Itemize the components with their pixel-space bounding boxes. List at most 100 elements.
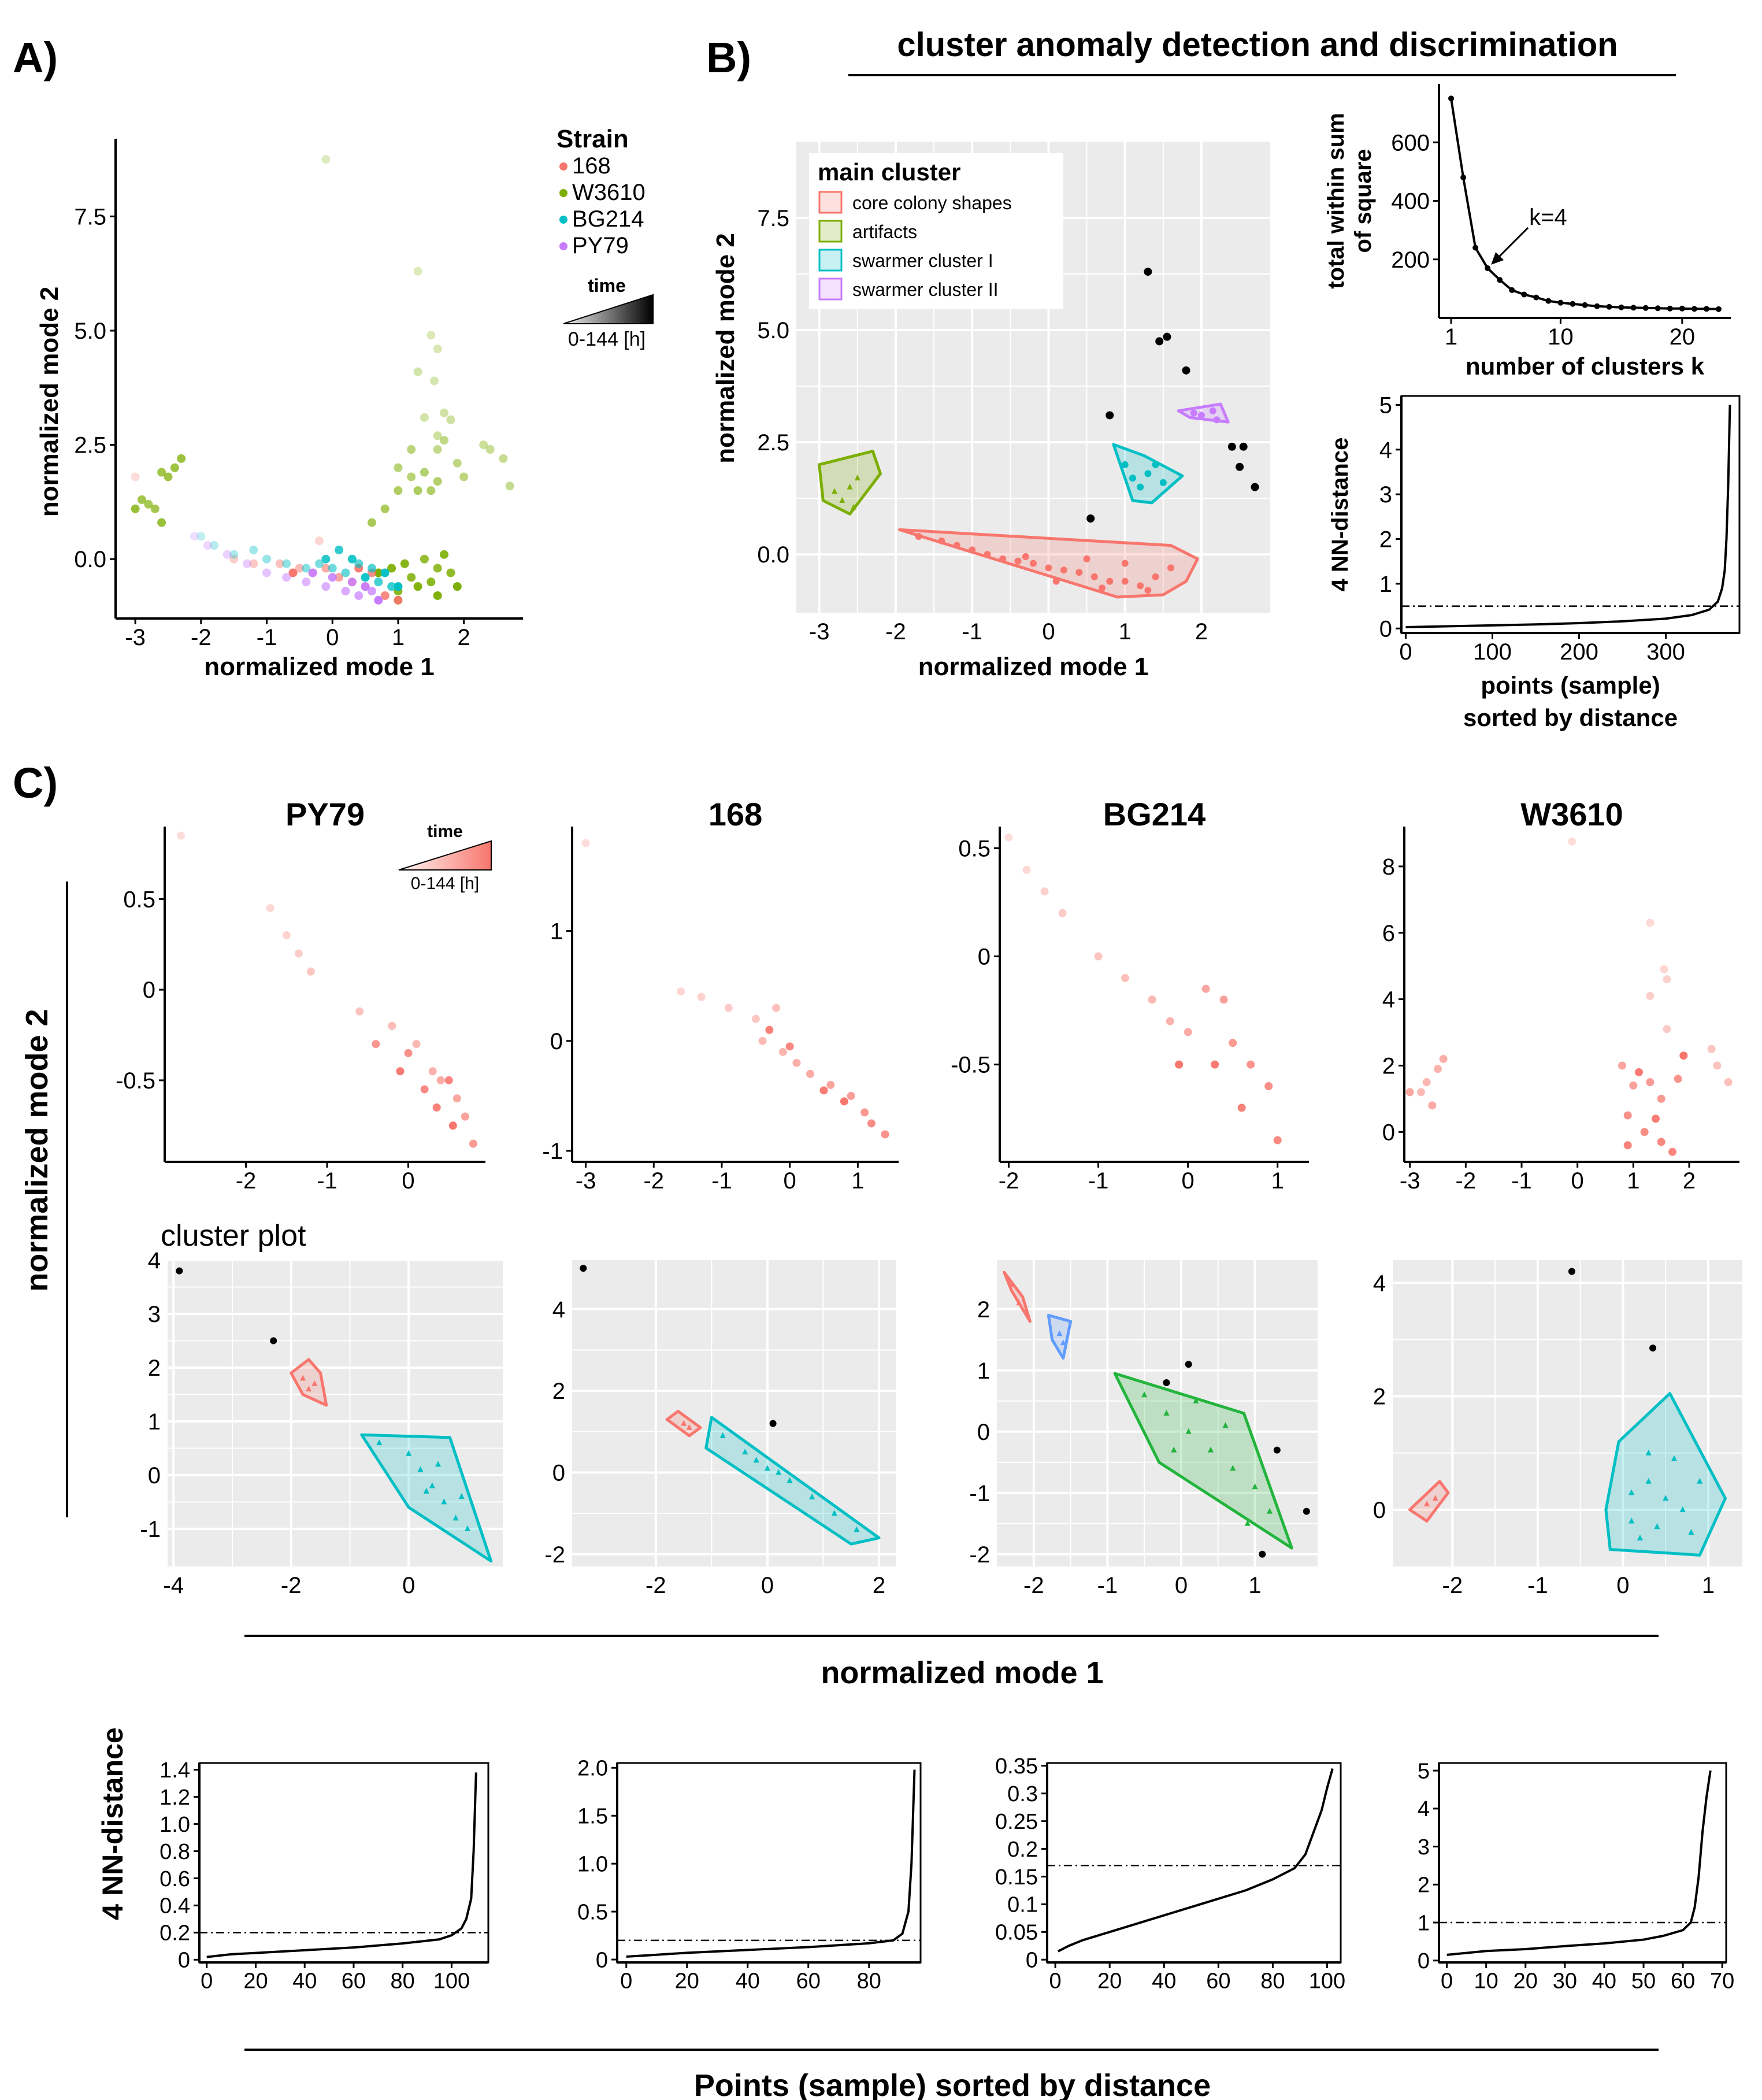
kdist-line — [1405, 405, 1731, 628]
y-tick-label: 0 — [978, 945, 991, 970]
cluster-hull — [360, 1433, 493, 1563]
y-axis-label-line2: of square — [1351, 149, 1376, 253]
cluster-point — [847, 483, 853, 490]
cluster-point — [1197, 412, 1205, 419]
strain-title: 168 — [708, 796, 762, 832]
x-tick-label: 0 — [201, 1969, 213, 1993]
x-tick-label: 1 — [392, 625, 405, 650]
strain-point — [826, 1080, 835, 1089]
point-W3610 — [144, 499, 153, 509]
cluster-point — [1645, 1477, 1652, 1484]
x-tick-label: 1 — [851, 1168, 864, 1194]
point-W3610 — [485, 445, 495, 454]
strain-point — [372, 1040, 380, 1049]
cluster-point — [1244, 1520, 1251, 1526]
strain-point — [1247, 1060, 1255, 1069]
point-BG214 — [321, 554, 331, 564]
strain-point — [819, 1086, 828, 1095]
legend-swatch-168 — [559, 162, 567, 171]
cluster-point — [1052, 577, 1060, 585]
cluster-plot-C-PY79-cluster: -4 -2 0 4 3 2 1 0 -1 — [140, 1248, 503, 1598]
y-tick-label: -0.5 — [116, 1068, 155, 1094]
y-tick-label: 0.1 — [1007, 1893, 1038, 1917]
point-W3610 — [499, 454, 508, 463]
x-tick-label: 60 — [342, 1969, 366, 1993]
x-tick-label: 1 — [1627, 1168, 1639, 1194]
c-time-legend-range: 0-144 [h] — [411, 874, 479, 893]
legend-label: swarmer cluster II — [852, 279, 998, 300]
point-W3610 — [137, 495, 146, 504]
noise-point — [1086, 514, 1095, 523]
x-tick-label: 1 — [1119, 619, 1132, 645]
point-W3610 — [321, 155, 331, 164]
point-BG214 — [335, 545, 344, 554]
cluster-point — [417, 1466, 424, 1472]
cluster-point — [1697, 1477, 1703, 1484]
y-tick-label: 0 — [552, 1460, 565, 1486]
cluster-point — [1209, 407, 1216, 414]
strain-point — [469, 1139, 477, 1148]
point-PY79 — [347, 577, 357, 587]
legend-label: artifacts — [852, 221, 917, 242]
y-tick-label: 2 — [552, 1379, 565, 1404]
cluster-point — [1193, 1397, 1199, 1403]
strain-point — [452, 1094, 461, 1103]
y-tick-label: 1.5 — [577, 1805, 608, 1829]
elbow-point — [1594, 303, 1600, 309]
noise-point — [1259, 1550, 1266, 1558]
strain-point — [294, 949, 303, 958]
strain-point — [1175, 1060, 1184, 1069]
x-tick-label: 0 — [1399, 639, 1412, 665]
strain-point — [1166, 1017, 1174, 1025]
x-axis-label-line2: sorted by distance — [1463, 704, 1678, 731]
x-axis-label-line1: points (sample) — [1481, 672, 1660, 699]
y-tick-label: 1 — [550, 919, 563, 945]
y-tick-label: -1 — [542, 1139, 563, 1164]
plot-frame — [1438, 1762, 1727, 1964]
x-tick-label: -2 — [236, 1168, 257, 1194]
point-W3610 — [367, 518, 376, 527]
strain-point — [1663, 1025, 1671, 1034]
x-tick-label: -2 — [281, 1573, 302, 1598]
legend-swatch — [818, 191, 843, 214]
y-tick-label: 0 — [1382, 1120, 1395, 1145]
cluster-point — [300, 1375, 306, 1381]
strain-point — [581, 839, 590, 847]
cluster-point — [1171, 1446, 1177, 1453]
cluster-point — [1121, 461, 1129, 468]
strain-point — [1219, 995, 1228, 1004]
y-tick-label: 2 — [148, 1355, 161, 1381]
y-tick-label: 0.35 — [995, 1754, 1038, 1779]
point-W3610 — [440, 550, 449, 559]
panel-a-letter: A) — [13, 34, 58, 82]
x-tick-label: 0 — [784, 1168, 796, 1194]
point-W3610 — [413, 582, 422, 591]
x-tick-label: 70 — [1710, 1969, 1734, 1993]
cluster-point — [1144, 470, 1152, 477]
cluster-hull — [704, 1416, 881, 1546]
point-PY79 — [203, 541, 212, 550]
elbow-point — [1715, 306, 1722, 312]
cluster-point — [1222, 1422, 1229, 1428]
cluster-point — [1654, 1523, 1660, 1529]
y-tick-label: 1 — [1418, 1911, 1430, 1935]
x-axis-label: number of clusters k — [1466, 353, 1705, 380]
x-tick-label: -1 — [317, 1168, 337, 1194]
time-legend-wedge — [563, 294, 654, 324]
cluster-point — [969, 546, 976, 554]
legend-title: main cluster — [818, 158, 960, 186]
strain-point — [1623, 1141, 1632, 1150]
point-W3610 — [446, 568, 455, 577]
point-W3610 — [407, 472, 416, 482]
cluster-hull — [1604, 1392, 1727, 1557]
x-tick-label: 2 — [1683, 1168, 1696, 1194]
y-tick-label: 8 — [1382, 854, 1395, 880]
c-time-legend-title: time — [427, 822, 463, 841]
noise-point — [1155, 337, 1164, 346]
point-BG214 — [380, 568, 390, 577]
y-tick-label: -1 — [969, 1481, 990, 1506]
cluster-point — [1141, 1391, 1148, 1398]
point-W3610 — [452, 582, 462, 591]
plot-frame — [1046, 1762, 1342, 1964]
point-BG214 — [341, 568, 350, 577]
